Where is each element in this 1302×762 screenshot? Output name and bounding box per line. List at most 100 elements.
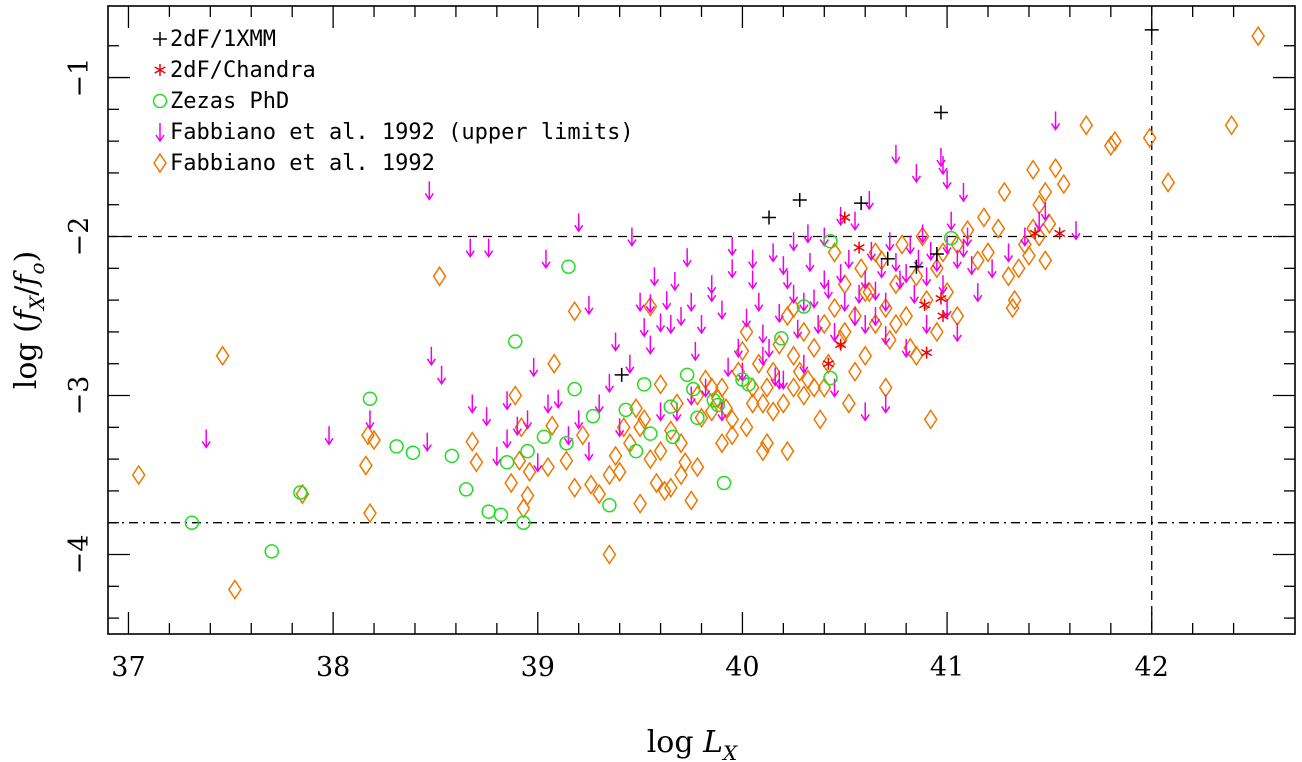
diamond-point [739, 321, 754, 343]
asterisk-point [1054, 227, 1066, 240]
arrow-down-point [604, 373, 615, 394]
arrow-down-point [676, 307, 686, 327]
diamond-point [131, 464, 146, 486]
arrow-down-point [936, 148, 946, 168]
diamond-point [813, 409, 828, 430]
diamond-point [602, 464, 617, 486]
circle-point [690, 410, 705, 426]
circle-point [774, 331, 789, 346]
diamond-point [981, 242, 995, 263]
diamond-point [1048, 157, 1063, 179]
diamond-point [643, 448, 658, 470]
diamond-point [1103, 135, 1118, 157]
diamond-point [1161, 172, 1176, 193]
diamond-point [909, 265, 924, 287]
arrow-down-point [727, 259, 737, 279]
arrow-down-point [584, 295, 594, 316]
series-asterisk [822, 211, 1066, 370]
arrow-down-point [901, 264, 911, 284]
arrow-down-point [748, 249, 758, 270]
arrow-down-point [844, 249, 854, 270]
arrow-down-point [946, 211, 956, 231]
diamond-point [663, 420, 678, 441]
circle-point [602, 497, 617, 513]
diamond-point [465, 431, 480, 452]
arrow-down-point [958, 238, 969, 259]
arrow-down-point [860, 270, 870, 290]
arrow-down-point [426, 346, 436, 367]
arrow-down-point [422, 432, 432, 452]
arrow-down-point [793, 319, 803, 340]
diamond-point [796, 385, 811, 406]
arrow-down-point [717, 300, 727, 321]
arrow-down-point [741, 308, 752, 328]
arrow-down-point [770, 367, 780, 387]
y-tick-label: −2 [64, 217, 95, 257]
diamond-point [567, 477, 582, 499]
arrow-down-point [866, 241, 876, 262]
arrow-down-point [881, 394, 891, 414]
circle-point [561, 259, 576, 274]
x-tick-label: 37 [111, 652, 145, 683]
arrow-down-point [529, 357, 539, 378]
diamond-point [432, 265, 447, 287]
arrow-down-point [788, 284, 799, 305]
circle-point [520, 443, 535, 459]
diamond-point [858, 281, 873, 303]
arrow-down-point [819, 270, 829, 290]
arrow-down-point [938, 275, 948, 295]
plus-point [614, 367, 629, 382]
arrow-down-point [733, 338, 743, 359]
arrow-down-point [823, 279, 834, 300]
arrow-down-point [682, 248, 692, 268]
diamond-point [674, 464, 688, 486]
arrow-down-point [850, 307, 860, 327]
x-tick-label: 39 [521, 652, 555, 683]
circle-point [508, 334, 523, 349]
diamond-point [690, 385, 705, 406]
circle-point [362, 391, 378, 406]
circle-point [444, 448, 460, 464]
circle-point [636, 377, 652, 392]
circle-point [710, 397, 726, 413]
arrow-down-point [967, 256, 977, 276]
diamond-point [807, 377, 821, 398]
arrow-down-point [860, 402, 870, 422]
diamond-point [909, 345, 924, 367]
arrow-down-point [201, 429, 211, 449]
diamond-point [899, 305, 914, 327]
diamond-point [1224, 114, 1239, 136]
arrow-down-point [895, 270, 905, 290]
diamond-point [367, 429, 381, 451]
arrow-down-point [942, 170, 952, 190]
circle-point [516, 515, 531, 530]
diamond-point [363, 502, 377, 524]
diamond-point [469, 451, 484, 473]
diamond-point [575, 424, 590, 446]
diamond-point [545, 415, 560, 437]
diamond-point [567, 300, 582, 322]
arrow-down-point [921, 267, 932, 287]
arrow-down-point [891, 144, 901, 165]
y-axis-title: log (fX/fo) [9, 251, 49, 389]
diamond-point [358, 455, 373, 476]
diamond-point [629, 397, 643, 419]
asterisk-point [1029, 227, 1041, 240]
arrow-down-point [655, 313, 666, 333]
plus-point [854, 196, 869, 211]
diamond-point [760, 377, 774, 398]
arrow-down-point [717, 402, 727, 422]
diamond-point [633, 416, 648, 438]
arrow-down-point [424, 181, 434, 201]
diamond-point [923, 409, 938, 430]
diamond-point [361, 424, 375, 446]
arrow-down-point [836, 264, 846, 284]
diamond-point [541, 456, 555, 478]
reference-lines [108, 6, 1295, 634]
arrow-down-point [778, 370, 788, 390]
y-tick-label: −3 [64, 376, 95, 416]
arrow-down-point [662, 291, 672, 311]
legend-marker-arrow-down [155, 123, 165, 143]
diamond-point [817, 313, 832, 335]
series-circle [184, 230, 959, 559]
